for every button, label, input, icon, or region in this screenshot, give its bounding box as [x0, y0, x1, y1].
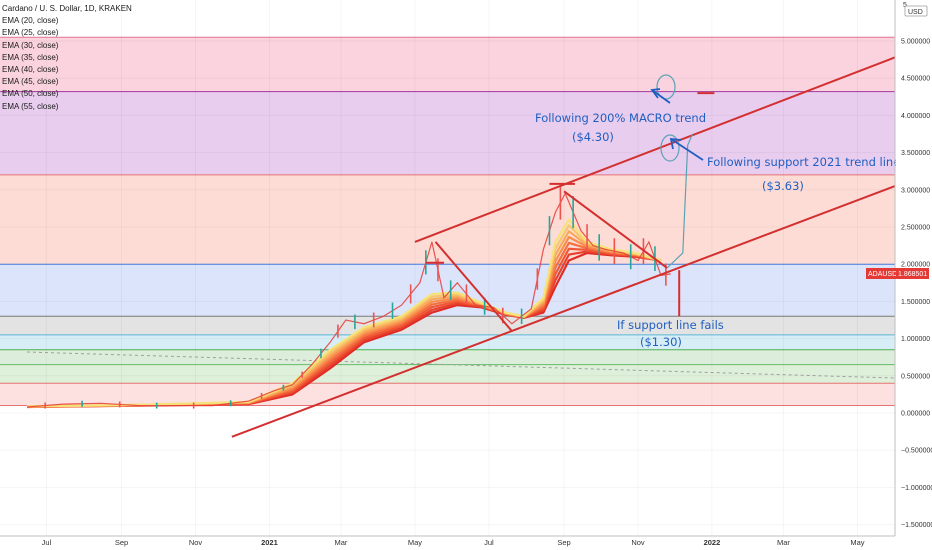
fib-band	[0, 383, 895, 406]
y-tick-label: 5.000000	[901, 39, 930, 46]
y-tick-label: 0.500000	[901, 373, 930, 380]
fail-value: ($1.30)	[640, 335, 682, 349]
support-arrow	[670, 138, 704, 161]
y-tick-label: 2.000000	[901, 262, 930, 269]
ticker-symbol-tag	[866, 268, 896, 279]
price-series	[26, 186, 671, 409]
y-tick-label: 4.000000	[901, 113, 930, 120]
fib-band	[0, 174, 895, 265]
support-value: ($3.63)	[762, 179, 804, 193]
x-tick-label: 2021	[261, 538, 278, 547]
support-label: Following support 2021 trend line	[707, 155, 900, 169]
ticker-symbol: ADAUSD	[868, 271, 897, 278]
y-tick-label: 2.500000	[901, 225, 930, 232]
annotation-drawings	[650, 74, 704, 162]
fib-band	[0, 37, 895, 92]
x-tick-label: 2022	[704, 538, 721, 547]
x-tick-label: May	[850, 538, 864, 547]
x-tick-label: Nov	[631, 538, 645, 547]
usd-label: USD	[908, 9, 923, 16]
support-target-circle	[660, 134, 680, 162]
trend-line-sep-fall	[563, 190, 668, 269]
trend-line-may-fall	[434, 241, 513, 332]
macro-arrowhead	[650, 88, 661, 99]
x-tick-label: Jul	[484, 538, 494, 547]
fib-band	[0, 349, 895, 365]
y-tick-label: 0.000000	[901, 411, 930, 418]
x-tick-label: Mar	[777, 538, 790, 547]
indicator-item[interactable]: EMA (35, close)	[2, 52, 59, 62]
y-axis-ticks: −1.500000 −1.000000 −0.500000 0.000000 0.500…	[901, 39, 932, 530]
projection-line	[666, 133, 694, 269]
indicator-item[interactable]: EMA (30, close)	[2, 40, 59, 50]
chart-legend: Cardano / U. S. Dollar, 1D, KRAKEN EMA (…	[2, 3, 132, 113]
indicator-item[interactable]: EMA (55, close)	[2, 101, 59, 111]
x-tick-label: Mar	[335, 538, 348, 547]
x-tick-label: Sep	[115, 538, 128, 547]
y-tick-label: −1.500000	[901, 522, 932, 529]
macro-label: Following 200% MACRO trend	[535, 111, 706, 125]
x-tick-label: Nov	[189, 538, 203, 547]
y-tick-label: 1.500000	[901, 299, 930, 306]
x-axis-ticks: Jul Sep Nov 2021 Mar May Jul Sep Nov 2022 Mar May	[42, 538, 865, 547]
macro-value: ($4.30)	[572, 130, 614, 144]
fib-bands	[0, 36, 895, 407]
indicator-item[interactable]: EMA (50, close)	[2, 89, 59, 99]
fib-band	[0, 316, 895, 335]
support-arrowhead	[669, 137, 682, 150]
projection-path	[666, 133, 694, 269]
trend-line-upper-channel	[414, 56, 896, 243]
x-tick-label: Sep	[557, 538, 570, 547]
indicator-item[interactable]: EMA (40, close)	[2, 65, 59, 75]
x-tick-label: Jul	[42, 538, 52, 547]
fib-band	[0, 91, 895, 175]
indicator-item[interactable]: EMA (45, close)	[2, 77, 59, 87]
y-tick-label: 3.000000	[901, 187, 930, 194]
trend-lines[interactable]	[231, 56, 896, 438]
macro-arrow	[651, 89, 671, 104]
y-tick-label: 1.000000	[901, 336, 930, 343]
ticker-price: 1.868501	[898, 271, 927, 278]
ticker-price-tag	[896, 268, 929, 279]
chart-grid	[0, 0, 895, 536]
y-tick-label: 3.500000	[901, 150, 930, 157]
trend-line-lower-support	[231, 185, 896, 438]
x-tick-label: May	[408, 538, 422, 547]
indicator-item[interactable]: EMA (20, close)	[2, 16, 59, 26]
macro-target-circle	[656, 74, 676, 100]
dashed-trend-line	[26, 351, 896, 379]
y-tick-label: −1.000000	[901, 485, 932, 492]
usd-badge[interactable]	[904, 5, 928, 17]
fail-label: If support line fails	[617, 318, 724, 332]
chart-title: Cardano / U. S. Dollar, 1D, KRAKEN	[2, 4, 132, 13]
indicator-item[interactable]: EMA (25, close)	[2, 28, 59, 38]
currency-top: 5	[903, 2, 907, 9]
fib-band	[0, 364, 895, 384]
y-tick-label: 4.500000	[901, 76, 930, 83]
dashed-trend	[26, 351, 896, 379]
y-tick-label: −0.500000	[901, 448, 932, 455]
fib-band	[0, 334, 895, 350]
